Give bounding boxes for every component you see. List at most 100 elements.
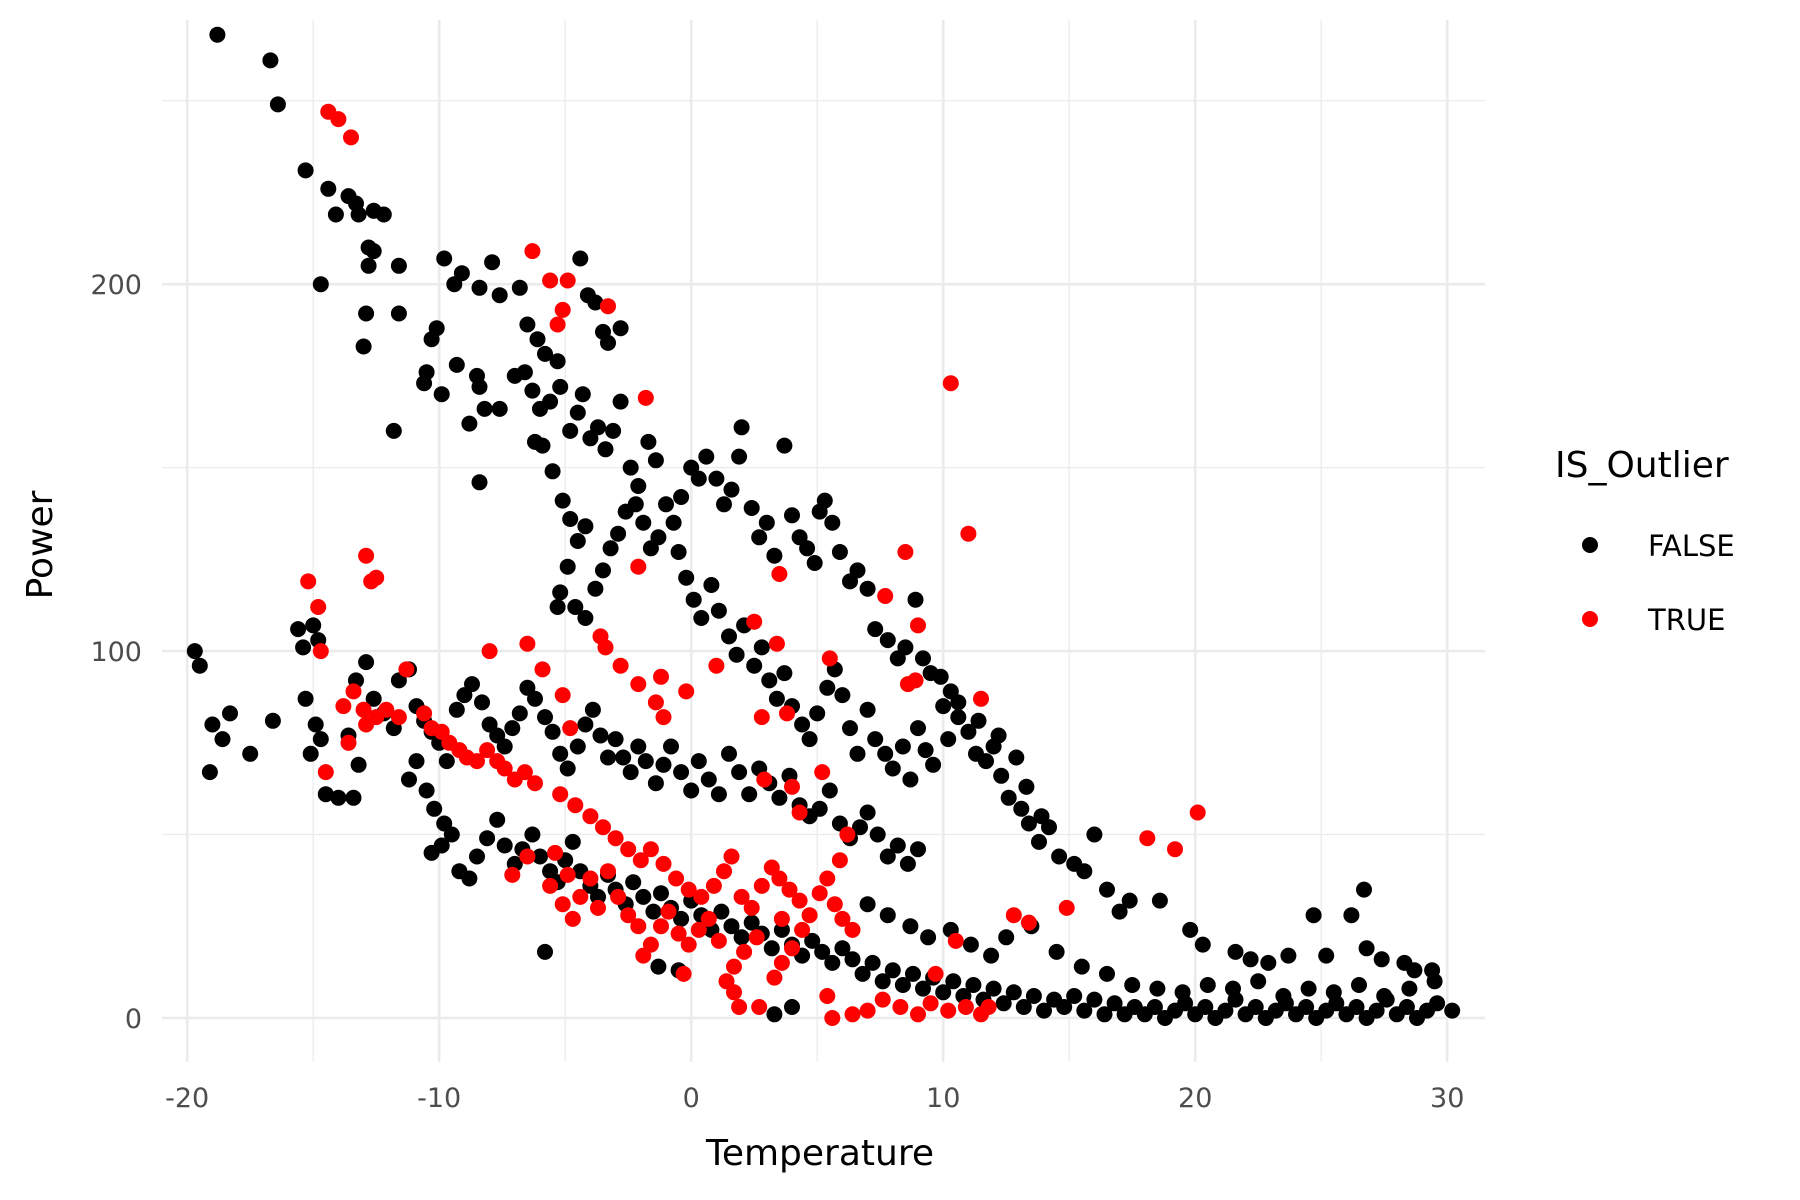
point-false (995, 995, 1012, 1012)
point-false (622, 459, 639, 476)
point-false (915, 650, 931, 667)
point-false (524, 826, 541, 843)
point-false (209, 26, 226, 43)
point-true (892, 999, 909, 1015)
point-true (564, 910, 581, 927)
point-false (201, 764, 218, 781)
point-false (834, 687, 851, 704)
point-true (554, 687, 571, 704)
point-false (1025, 988, 1042, 1004)
point-false (552, 745, 569, 762)
point-true (496, 760, 513, 777)
point-false (842, 720, 858, 737)
point-false (574, 386, 591, 403)
point-false (884, 760, 901, 777)
point-true (335, 698, 352, 715)
point-false (1194, 936, 1211, 953)
point-false (542, 393, 559, 410)
point-true (653, 918, 669, 935)
point-true (300, 573, 317, 590)
point-false (365, 243, 382, 260)
point-true (743, 899, 760, 916)
point-false (809, 705, 826, 722)
point-false (700, 771, 717, 788)
point-false (985, 980, 1002, 997)
y-tick-label: 0 (125, 1004, 142, 1035)
point-false (993, 767, 1010, 784)
point-true (630, 558, 647, 575)
point-true (668, 870, 685, 887)
point-false (640, 433, 657, 450)
point-false (559, 760, 576, 777)
point-false (375, 206, 392, 223)
point-true (771, 566, 788, 582)
point-false (496, 738, 513, 755)
point-true (821, 650, 838, 667)
y-tick-label: 100 (90, 637, 142, 668)
point-false (799, 540, 816, 557)
point-false (721, 628, 737, 645)
point-false (496, 837, 513, 854)
point-true (779, 705, 795, 722)
point-false (1358, 940, 1375, 957)
point-true (801, 907, 818, 924)
point-false (733, 419, 750, 436)
point-false (418, 782, 435, 799)
point-false (965, 977, 982, 993)
point-false (776, 665, 793, 682)
point-true (572, 888, 589, 905)
point-false (600, 334, 616, 351)
point-true (554, 896, 571, 913)
point-false (867, 621, 884, 638)
point-false (743, 914, 760, 931)
point-true (330, 111, 347, 128)
point-true (726, 984, 742, 1001)
point-true (794, 921, 811, 938)
point-false (469, 848, 485, 865)
legend-title: IS_Outlier (1555, 445, 1729, 486)
point-false (1275, 988, 1292, 1004)
point-true (791, 892, 808, 909)
point-true (655, 855, 672, 872)
point-false (849, 562, 866, 579)
point-false (1096, 1006, 1113, 1023)
point-false (1149, 980, 1166, 997)
point-false (784, 999, 800, 1015)
point-true (753, 709, 770, 726)
point-false (600, 749, 616, 766)
point-false (552, 378, 569, 395)
point-false (1013, 800, 1030, 817)
point-true (647, 694, 664, 711)
point-false (511, 705, 528, 722)
point-false (1260, 954, 1277, 971)
point-false (1398, 999, 1415, 1015)
point-false (665, 514, 682, 531)
point-false (358, 305, 375, 322)
point-false (312, 276, 329, 293)
point-false (612, 320, 629, 337)
point-false (854, 965, 871, 982)
point-true (859, 1002, 876, 1019)
point-false (552, 584, 569, 601)
point-false (1227, 943, 1244, 960)
point-false (418, 364, 435, 381)
point-false (602, 540, 619, 557)
point-false (1356, 881, 1372, 898)
point-false (577, 716, 594, 733)
point-false (549, 599, 566, 615)
point-true (791, 804, 808, 821)
point-true (826, 896, 843, 913)
point-false (814, 943, 831, 960)
point-true (542, 272, 559, 289)
point-false (821, 782, 838, 799)
point-false (559, 558, 576, 575)
point-false (610, 525, 627, 542)
point-false (960, 723, 977, 740)
point-true (973, 690, 989, 707)
point-true (559, 272, 576, 289)
point-false (635, 888, 652, 905)
point-false (859, 804, 876, 821)
point-false (562, 422, 579, 439)
